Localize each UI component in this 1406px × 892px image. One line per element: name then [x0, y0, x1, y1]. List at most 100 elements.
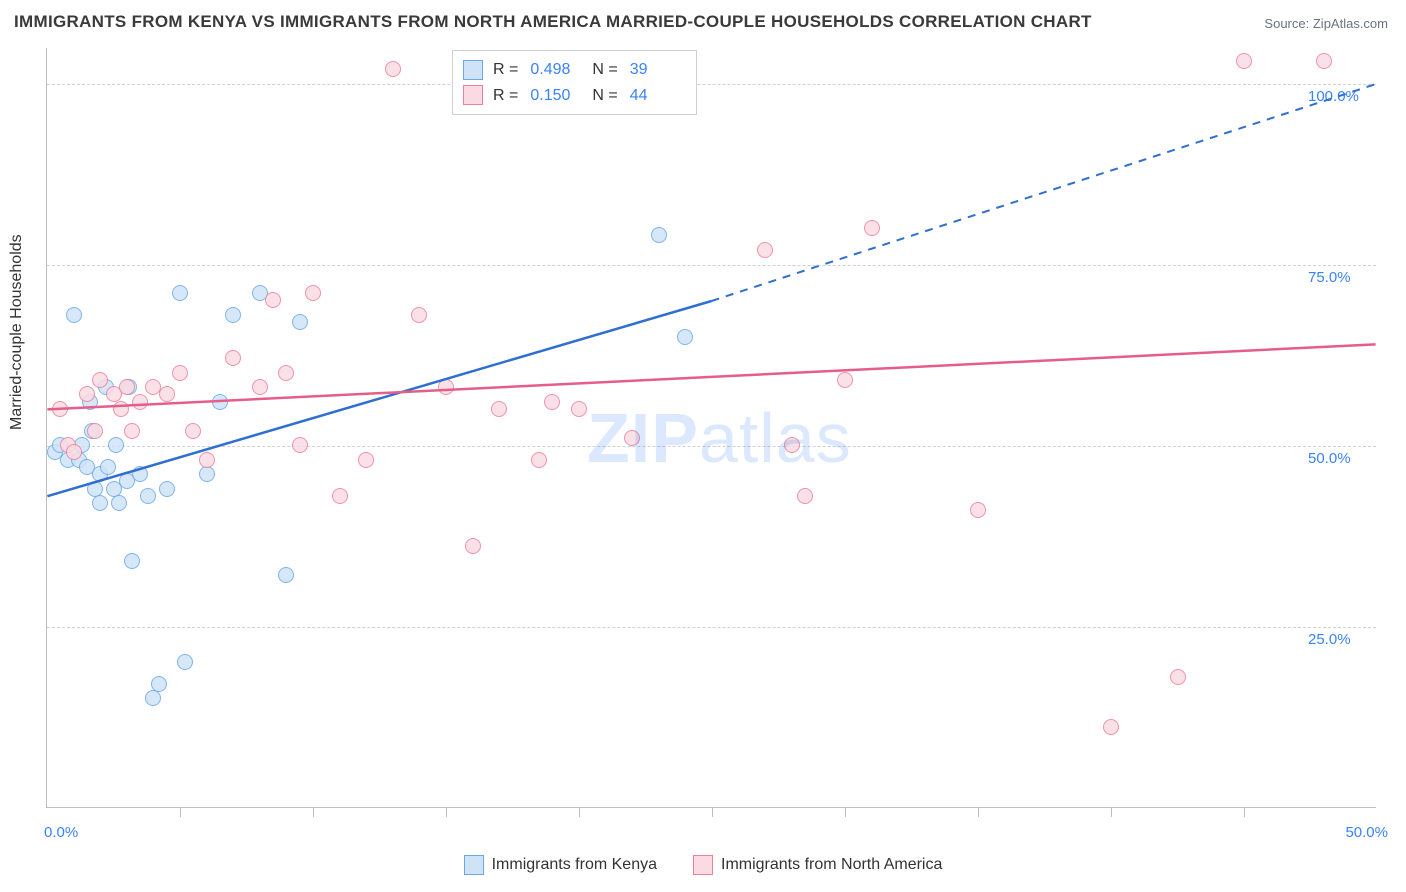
data-point-na: [757, 242, 773, 258]
data-point-na: [252, 379, 268, 395]
gridline: [47, 84, 1376, 85]
data-point-na: [491, 401, 507, 417]
data-point-na: [837, 372, 853, 388]
source-attribution: Source: ZipAtlas.com: [1264, 16, 1388, 31]
data-point-kenya: [66, 307, 82, 323]
x-tick-min: 0.0%: [44, 824, 78, 841]
stats-n-value: 44: [630, 83, 682, 109]
x-tick-max: 50.0%: [1345, 824, 1388, 841]
chart-container: IMMIGRANTS FROM KENYA VS IMMIGRANTS FROM…: [0, 0, 1406, 892]
x-minor-tick: [978, 807, 979, 817]
gridline: [47, 446, 1376, 447]
x-minor-tick: [1244, 807, 1245, 817]
x-minor-tick: [313, 807, 314, 817]
x-minor-tick: [1111, 807, 1112, 817]
data-point-kenya: [177, 654, 193, 670]
data-point-kenya: [172, 285, 188, 301]
data-point-kenya: [132, 466, 148, 482]
data-point-na: [358, 452, 374, 468]
regression-line-dashed-kenya: [712, 84, 1376, 301]
gridline: [47, 627, 1376, 628]
data-point-na: [172, 365, 188, 381]
legend-label-na: Immigrants from North America: [721, 856, 942, 874]
watermark-light: atlas: [699, 399, 852, 477]
stats-r-label: R =: [493, 83, 518, 109]
y-tick-label: 100.0%: [1308, 88, 1359, 105]
regression-line-na: [47, 344, 1375, 409]
data-point-na: [465, 538, 481, 554]
y-axis-label: Married-couple Households: [8, 234, 26, 430]
data-point-kenya: [292, 314, 308, 330]
data-point-kenya: [225, 307, 241, 323]
stats-swatch-na: [463, 85, 483, 105]
data-point-kenya: [111, 495, 127, 511]
data-point-na: [1236, 53, 1252, 69]
data-point-na: [119, 379, 135, 395]
stats-r-value: 0.150: [530, 83, 582, 109]
data-point-na: [52, 401, 68, 417]
data-point-na: [199, 452, 215, 468]
stats-n-value: 39: [630, 57, 682, 83]
data-point-kenya: [278, 567, 294, 583]
data-point-na: [784, 437, 800, 453]
regression-lines-layer: [47, 48, 1376, 807]
data-point-na: [87, 423, 103, 439]
data-point-na: [1103, 719, 1119, 735]
data-point-na: [385, 61, 401, 77]
y-tick-label: 25.0%: [1308, 631, 1351, 648]
data-point-na: [113, 401, 129, 417]
data-point-na: [531, 452, 547, 468]
data-point-kenya: [151, 676, 167, 692]
data-point-na: [411, 307, 427, 323]
data-point-na: [571, 401, 587, 417]
bottom-legend: Immigrants from Kenya Immigrants from Nor…: [0, 855, 1406, 880]
plot-area: ZIPatlas: [46, 48, 1376, 808]
data-point-kenya: [159, 481, 175, 497]
data-point-kenya: [92, 495, 108, 511]
data-point-na: [66, 444, 82, 460]
data-point-na: [132, 394, 148, 410]
chart-title: IMMIGRANTS FROM KENYA VS IMMIGRANTS FROM…: [14, 12, 1092, 32]
x-minor-tick: [180, 807, 181, 817]
legend-label-kenya: Immigrants from Kenya: [492, 856, 657, 874]
legend-swatch-na: [693, 855, 713, 875]
data-point-kenya: [212, 394, 228, 410]
y-tick-label: 50.0%: [1308, 450, 1351, 467]
data-point-na: [864, 220, 880, 236]
x-minor-tick: [579, 807, 580, 817]
stats-row-kenya: R =0.498N =39: [463, 57, 682, 83]
data-point-na: [624, 430, 640, 446]
data-point-na: [438, 379, 454, 395]
source-label: Source:: [1264, 16, 1309, 31]
data-point-na: [185, 423, 201, 439]
stats-swatch-kenya: [463, 60, 483, 80]
data-point-na: [278, 365, 294, 381]
data-point-na: [1170, 669, 1186, 685]
data-point-na: [1316, 53, 1332, 69]
x-minor-tick: [845, 807, 846, 817]
data-point-kenya: [124, 553, 140, 569]
x-minor-tick: [712, 807, 713, 817]
stats-r-label: R =: [493, 57, 518, 83]
x-minor-tick: [446, 807, 447, 817]
data-point-kenya: [677, 329, 693, 345]
data-point-na: [79, 386, 95, 402]
data-point-na: [305, 285, 321, 301]
data-point-na: [124, 423, 140, 439]
data-point-kenya: [140, 488, 156, 504]
legend-item-kenya: Immigrants from Kenya: [464, 855, 657, 875]
data-point-kenya: [651, 227, 667, 243]
stats-n-label: N =: [592, 57, 617, 83]
data-point-na: [159, 386, 175, 402]
legend-swatch-kenya: [464, 855, 484, 875]
data-point-kenya: [108, 437, 124, 453]
data-point-na: [544, 394, 560, 410]
source-value: ZipAtlas.com: [1313, 16, 1388, 31]
correlation-stats-box: R =0.498N =39R =0.150N =44: [452, 50, 697, 115]
stats-n-label: N =: [592, 83, 617, 109]
y-tick-label: 75.0%: [1308, 269, 1351, 286]
data-point-na: [292, 437, 308, 453]
data-point-na: [970, 502, 986, 518]
data-point-na: [225, 350, 241, 366]
watermark-bold: ZIP: [587, 399, 699, 477]
